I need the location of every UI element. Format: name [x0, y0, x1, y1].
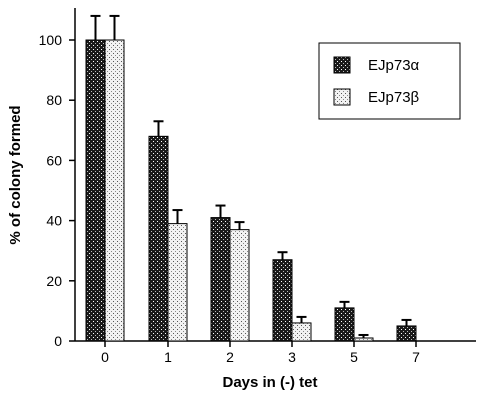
plot-area: 0 20 40 60 80 100 0 1 2 3 5 7: [39, 8, 476, 365]
bar-series-2-cat-2: [229, 229, 250, 342]
bar-series-1-cat-3: [272, 259, 293, 342]
legend-box: [318, 42, 461, 120]
legend-label-series-2: EJp73β: [368, 89, 420, 106]
bar-series-2-cat-5: [353, 337, 374, 342]
legend-swatch-series-2: [333, 88, 351, 106]
bar-series-group: [85, 14, 417, 342]
legend: EJp73α EJp73β: [318, 42, 461, 120]
bar-series-2-cat-1: [167, 223, 188, 342]
x-tick-label: 0: [101, 349, 109, 365]
legend-swatch-series-1: [333, 56, 351, 74]
y-tick-label: 20: [46, 273, 62, 289]
y-tick-label: 100: [39, 32, 63, 48]
y-tick-label: 80: [46, 92, 62, 108]
x-tick-label: 5: [350, 349, 358, 365]
bar-series-1-cat-1: [148, 135, 169, 342]
bar-series-2-cat-3: [291, 322, 312, 342]
y-tick-label: 40: [46, 213, 62, 229]
x-tick-label: 1: [164, 349, 172, 365]
bar-series-2-cat-0: [104, 39, 125, 342]
legend-label-series-1: EJp73α: [368, 57, 420, 74]
bar-series-1-cat-2: [210, 217, 231, 342]
bar-series-1-cat-7: [396, 325, 417, 342]
x-tick-label: 7: [412, 349, 420, 365]
x-axis-title: Days in (-) tet: [222, 374, 317, 391]
bar-series-1-cat-0: [85, 39, 106, 342]
x-tick-label: 2: [226, 349, 234, 365]
x-axis-ticks: 0 1 2 3 5 7: [101, 341, 420, 365]
bar-series-1-cat-5: [334, 307, 355, 342]
y-tick-label: 60: [46, 152, 62, 168]
x-tick-label: 3: [288, 349, 296, 365]
y-axis-ticks: 0 20 40 60 80 100: [39, 32, 75, 349]
y-tick-label: 0: [54, 333, 62, 349]
y-axis-title: % of colony formed: [7, 105, 24, 244]
